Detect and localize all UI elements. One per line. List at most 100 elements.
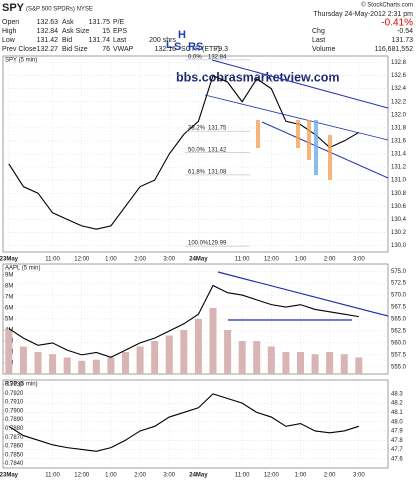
y-tick-label: 48.0 — [391, 419, 403, 425]
y-tick-label: 130.0 — [391, 243, 407, 249]
sctr-label: SCTR (ETF) — [181, 46, 220, 53]
quote-label: Last — [312, 37, 325, 44]
volume-bar — [282, 352, 290, 374]
volume-bar — [238, 341, 246, 374]
x-tick-label: 24May — [189, 473, 208, 479]
y-tick-label: 131.4 — [391, 152, 407, 158]
volume-bar — [253, 341, 261, 374]
fib-pct: 0.0% — [188, 54, 202, 60]
volume-bar — [19, 346, 27, 374]
volume-bar — [340, 354, 348, 374]
volume-bar — [136, 346, 144, 374]
volume-bar — [355, 357, 363, 374]
fib-value: 129.99 — [208, 241, 227, 247]
volume-bar — [180, 330, 188, 374]
x-tick-label: 11:00 — [45, 257, 60, 263]
highlight-bar — [296, 120, 300, 148]
trend-line — [217, 271, 389, 317]
symbol-name: (S&P 500 SPDRs) NYSE — [26, 7, 93, 13]
quote-value: 132.16 — [155, 46, 177, 53]
panel-title: SPY (5 min) — [5, 58, 37, 64]
quote-value: 131.42 — [37, 37, 59, 44]
quote-value: 76 — [102, 46, 110, 53]
pattern-mark: S — [174, 41, 181, 53]
y2-tick-label: 7M — [5, 295, 13, 301]
fib-pct: 50.0% — [188, 147, 206, 153]
y2-tick-label: 0.7880 — [5, 426, 24, 432]
quote-label: EPS — [113, 28, 127, 35]
y-tick-label: 130.6 — [391, 204, 407, 210]
x-tick-label: 12:00 — [264, 257, 280, 263]
y-tick-label: 47.6 — [391, 456, 403, 462]
sctr-value: 79.3 — [214, 46, 228, 53]
volume-bar — [194, 319, 202, 374]
quote-value: 15 — [102, 28, 110, 35]
y-tick-label: 47.9 — [391, 429, 403, 435]
y2-tick-label: 5M — [5, 317, 13, 323]
y2-tick-label: 0.7920 — [5, 391, 24, 397]
x-tick-label: 2:00 — [324, 473, 336, 479]
volume-bar — [267, 346, 275, 374]
y2-tick-label: 0.7900 — [5, 408, 24, 414]
y-tick-label: 570.0 — [391, 293, 407, 299]
quote-value: 131.75 — [89, 19, 111, 26]
fib-pct: 61.8% — [188, 169, 206, 175]
y-tick-label: 565.0 — [391, 317, 407, 323]
trend-line — [204, 94, 389, 141]
y-tick-label: 132.8 — [391, 60, 407, 66]
x-tick-label: 3:00 — [163, 473, 175, 479]
y-tick-label: 131.6 — [391, 139, 407, 145]
y-tick-label: 567.5 — [391, 305, 407, 311]
pattern-mark: L — [166, 39, 173, 51]
volume-bar — [122, 352, 129, 374]
fib-pct: 38.2% — [188, 126, 206, 132]
volume-bar — [49, 354, 57, 374]
y2-tick-label: 0.7840 — [5, 461, 24, 467]
y-tick-label: 560.0 — [391, 340, 407, 346]
y-tick-label: 130.2 — [391, 230, 407, 236]
y2-tick-label: 0.7890 — [5, 417, 24, 423]
y-tick-label: 130.4 — [391, 217, 407, 223]
y-tick-label: 130.8 — [391, 191, 407, 197]
y-tick-label: 555.0 — [391, 364, 407, 370]
pattern-mark: H — [178, 29, 186, 41]
panel-frame — [2, 379, 389, 469]
y2-tick-label: 8M — [5, 284, 13, 290]
quote-label: P/E — [113, 19, 125, 26]
fib-pct: 100.0% — [188, 241, 209, 247]
y-tick-label: 48.2 — [391, 401, 403, 407]
quote-value: 132.84 — [37, 28, 59, 35]
x-tick-label: 11:00 — [235, 473, 250, 479]
volume-bar — [224, 330, 232, 374]
y2-tick-label: 9M — [5, 273, 13, 279]
y-tick-label: 562.5 — [391, 329, 407, 335]
x-tick-label: 3:00 — [353, 257, 365, 263]
volume-bar — [165, 335, 173, 374]
y-tick-label: 47.7 — [391, 447, 403, 453]
y2-tick-label: 0.7860 — [5, 444, 24, 450]
x-tick-label: 12:00 — [74, 257, 90, 263]
quote-label: Ask Size — [62, 28, 89, 35]
quote-label: Bid Size — [62, 46, 88, 53]
x-tick-label: 2:00 — [134, 473, 146, 479]
quote-value: 200 shrs — [149, 37, 176, 44]
highlight-bar — [307, 120, 311, 160]
quote-label: Ask — [62, 19, 74, 26]
volume-bar — [151, 341, 159, 374]
x-tick-label: 2:00 — [324, 257, 336, 263]
volume-bar — [5, 330, 13, 374]
x-tick-label: 12:00 — [264, 473, 280, 479]
y-tick-label: 572.5 — [391, 281, 407, 287]
volume-bar — [297, 352, 304, 374]
quote-label: Last — [113, 37, 126, 44]
pattern-mark: RS — [188, 41, 203, 53]
price-line — [8, 74, 360, 230]
y-tick-label: 48.3 — [391, 391, 403, 397]
x-tick-label: 3:00 — [163, 257, 175, 263]
y-tick-label: 132.0 — [391, 112, 407, 118]
y2-tick-label: 0.7850 — [5, 452, 24, 458]
y-tick-label: 575.0 — [391, 269, 407, 275]
quote-label: Bid — [62, 37, 72, 44]
